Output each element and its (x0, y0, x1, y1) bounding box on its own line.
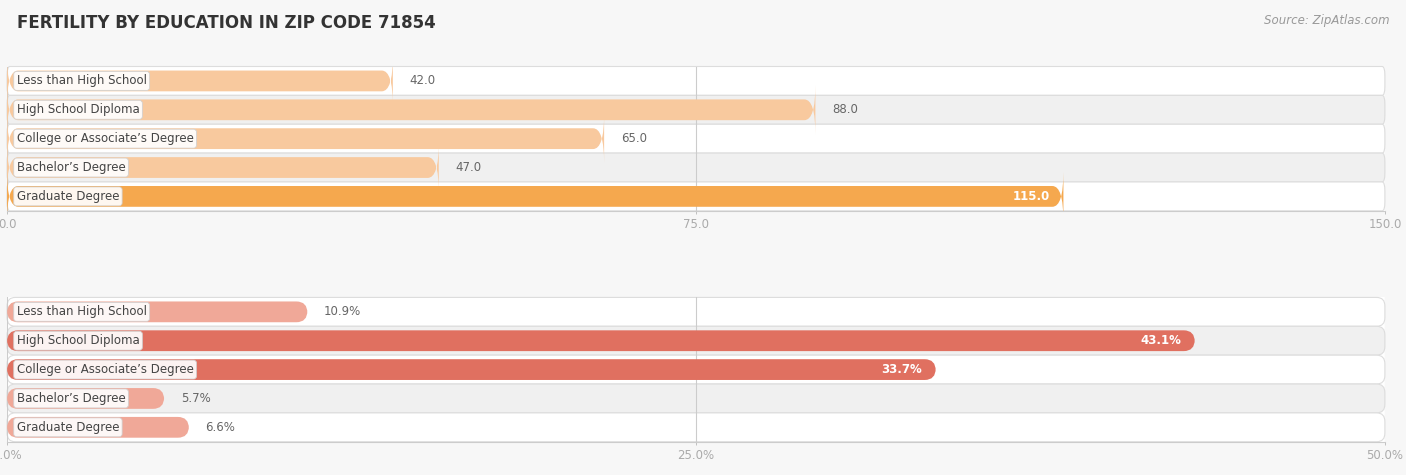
FancyBboxPatch shape (7, 388, 165, 409)
Text: High School Diploma: High School Diploma (17, 334, 139, 347)
FancyBboxPatch shape (7, 384, 1385, 413)
FancyBboxPatch shape (7, 57, 392, 105)
Text: 42.0: 42.0 (409, 75, 436, 87)
FancyBboxPatch shape (7, 297, 1385, 326)
Text: 88.0: 88.0 (832, 103, 858, 116)
Text: Less than High School: Less than High School (17, 305, 146, 318)
Text: Graduate Degree: Graduate Degree (17, 421, 120, 434)
Text: Bachelor’s Degree: Bachelor’s Degree (17, 161, 125, 174)
FancyBboxPatch shape (7, 330, 1195, 351)
FancyBboxPatch shape (7, 417, 188, 437)
Text: College or Associate’s Degree: College or Associate’s Degree (17, 363, 194, 376)
Text: 5.7%: 5.7% (180, 392, 211, 405)
FancyBboxPatch shape (7, 355, 1385, 384)
Text: 10.9%: 10.9% (323, 305, 361, 318)
Text: 115.0: 115.0 (1012, 190, 1050, 203)
Text: 47.0: 47.0 (456, 161, 481, 174)
Text: FERTILITY BY EDUCATION IN ZIP CODE 71854: FERTILITY BY EDUCATION IN ZIP CODE 71854 (17, 14, 436, 32)
Text: 6.6%: 6.6% (205, 421, 235, 434)
FancyBboxPatch shape (7, 172, 1063, 221)
FancyBboxPatch shape (7, 143, 439, 192)
Text: 33.7%: 33.7% (882, 363, 922, 376)
Text: Less than High School: Less than High School (17, 75, 146, 87)
Text: Graduate Degree: Graduate Degree (17, 190, 120, 203)
Text: College or Associate’s Degree: College or Associate’s Degree (17, 132, 194, 145)
FancyBboxPatch shape (7, 95, 1385, 124)
FancyBboxPatch shape (7, 86, 815, 134)
Text: 43.1%: 43.1% (1140, 334, 1181, 347)
FancyBboxPatch shape (7, 182, 1385, 211)
FancyBboxPatch shape (7, 359, 936, 380)
Text: 65.0: 65.0 (620, 132, 647, 145)
FancyBboxPatch shape (7, 124, 1385, 153)
FancyBboxPatch shape (7, 326, 1385, 355)
FancyBboxPatch shape (7, 302, 308, 322)
Text: Source: ZipAtlas.com: Source: ZipAtlas.com (1264, 14, 1389, 27)
FancyBboxPatch shape (7, 114, 605, 163)
FancyBboxPatch shape (7, 153, 1385, 182)
Text: Bachelor’s Degree: Bachelor’s Degree (17, 392, 125, 405)
FancyBboxPatch shape (7, 413, 1385, 442)
FancyBboxPatch shape (7, 66, 1385, 95)
Text: High School Diploma: High School Diploma (17, 103, 139, 116)
